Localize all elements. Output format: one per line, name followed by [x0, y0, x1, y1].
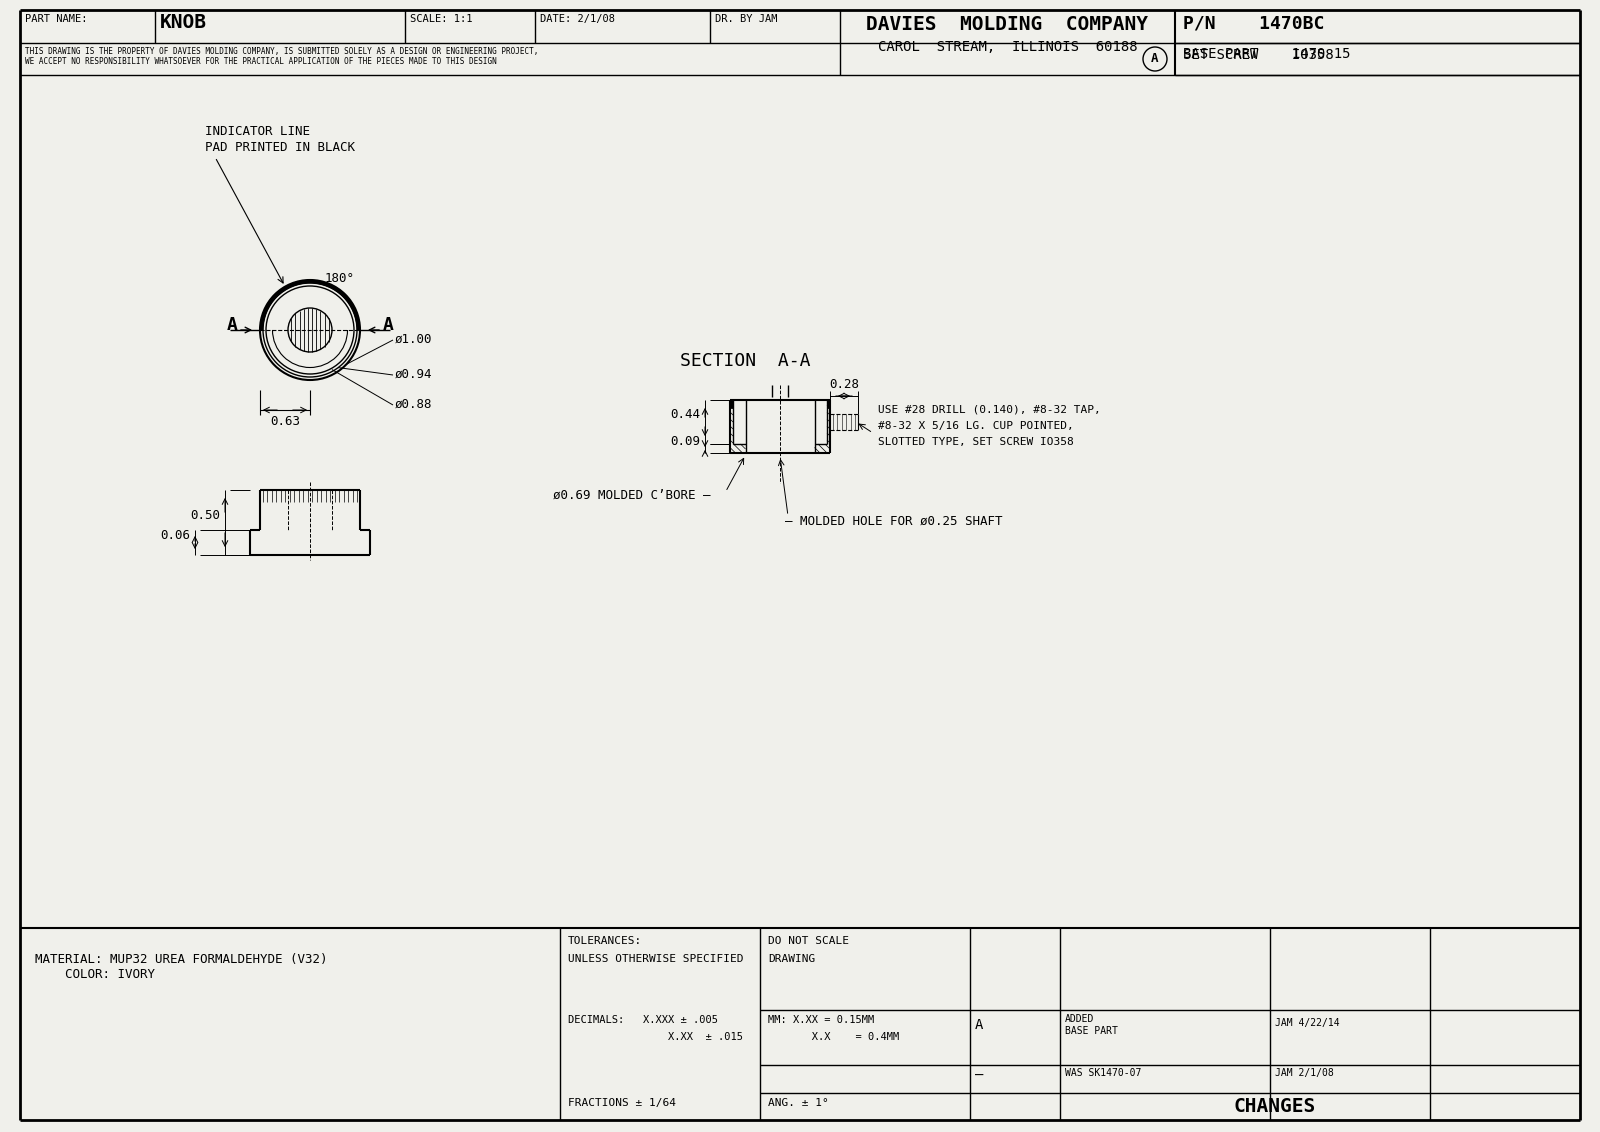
Text: 0.63: 0.63 [270, 415, 301, 428]
Text: USE #28 DRILL (0.140), #8-32 TAP,: USE #28 DRILL (0.140), #8-32 TAP, [878, 405, 1101, 415]
Text: 0.09: 0.09 [670, 435, 701, 448]
Text: ø1.00: ø1.00 [395, 333, 432, 346]
Text: ADDED: ADDED [1066, 1014, 1094, 1024]
Text: PAD PRINTED IN BLACK: PAD PRINTED IN BLACK [205, 142, 355, 154]
Text: UNLESS OTHERWISE SPECIFIED: UNLESS OTHERWISE SPECIFIED [568, 954, 744, 964]
Text: FRACTIONS ± 1/64: FRACTIONS ± 1/64 [568, 1098, 675, 1108]
Text: DO NOT SCALE: DO NOT SCALE [768, 936, 850, 946]
Text: SECTION  A-A: SECTION A-A [680, 352, 811, 370]
Text: KNOB: KNOB [160, 12, 206, 32]
Text: WAS SK1470-07: WAS SK1470-07 [1066, 1067, 1141, 1078]
Text: X.X    = 0.4MM: X.X = 0.4MM [768, 1032, 899, 1041]
Text: DR. BY JAM: DR. BY JAM [715, 14, 778, 24]
Text: P/N    1470BC: P/N 1470BC [1182, 14, 1325, 32]
Text: SLOTTED TYPE, SET SCREW IO358: SLOTTED TYPE, SET SCREW IO358 [878, 437, 1074, 447]
Text: THIS DRAWING IS THE PROPERTY OF DAVIES MOLDING COMPANY, IS SUBMITTED SOLELY AS A: THIS DRAWING IS THE PROPERTY OF DAVIES M… [26, 48, 538, 67]
Text: ANG. ± 1°: ANG. ± 1° [768, 1098, 829, 1108]
Text: CHANGES: CHANGES [1234, 1098, 1317, 1116]
Text: ø0.69 MOLDED C’BORE —: ø0.69 MOLDED C’BORE — [554, 489, 710, 501]
Text: ø0.88: ø0.88 [395, 398, 432, 411]
Text: JAM 4/22/14: JAM 4/22/14 [1275, 1018, 1339, 1028]
Text: DAVIES  MOLDING  COMPANY: DAVIES MOLDING COMPANY [867, 15, 1149, 34]
Text: 0.28: 0.28 [829, 378, 859, 391]
Text: ø0.94: ø0.94 [395, 368, 432, 381]
Text: TOLERANCES:: TOLERANCES: [568, 936, 642, 946]
Text: INDICATOR LINE: INDICATOR LINE [205, 125, 310, 138]
Text: — MOLDED HOLE FOR ø0.25 SHAFT: — MOLDED HOLE FOR ø0.25 SHAFT [786, 515, 1003, 528]
Text: DATE: 2/1/08: DATE: 2/1/08 [541, 14, 614, 24]
Text: BASE PART    1470-15: BASE PART 1470-15 [1182, 48, 1350, 61]
Polygon shape [259, 280, 360, 331]
Text: MATERIAL: MUP32 UREA FORMALDEHYDE (V32)
    COLOR: IVORY: MATERIAL: MUP32 UREA FORMALDEHYDE (V32) … [35, 953, 328, 981]
Text: A: A [382, 316, 394, 334]
Text: #8-32 X 5/16 LG. CUP POINTED,: #8-32 X 5/16 LG. CUP POINTED, [878, 421, 1074, 431]
Text: JAM 2/1/08: JAM 2/1/08 [1275, 1067, 1334, 1078]
Text: CAROL  STREAM,  ILLINOIS  60188: CAROL STREAM, ILLINOIS 60188 [878, 40, 1138, 54]
Text: 0.06: 0.06 [160, 529, 190, 542]
Text: A: A [1152, 52, 1158, 66]
Text: X.XX  ± .015: X.XX ± .015 [568, 1032, 742, 1041]
Text: 0.44: 0.44 [670, 409, 701, 421]
Text: SCALE: 1:1: SCALE: 1:1 [410, 14, 472, 24]
Text: 0.50: 0.50 [190, 509, 221, 522]
Text: DRAWING: DRAWING [768, 954, 816, 964]
Text: –: – [974, 1069, 984, 1083]
Text: A: A [974, 1018, 984, 1032]
Text: DECIMALS:   X.XXX ± .005: DECIMALS: X.XXX ± .005 [568, 1015, 718, 1024]
Text: 180°: 180° [325, 272, 355, 284]
Text: A: A [227, 316, 237, 334]
Text: SET SCREW    IO358: SET SCREW IO358 [1182, 48, 1334, 62]
Text: BASE PART: BASE PART [1066, 1026, 1118, 1036]
Text: PART NAME:: PART NAME: [26, 14, 88, 24]
Text: MM: X.XX = 0.15MM: MM: X.XX = 0.15MM [768, 1015, 874, 1024]
